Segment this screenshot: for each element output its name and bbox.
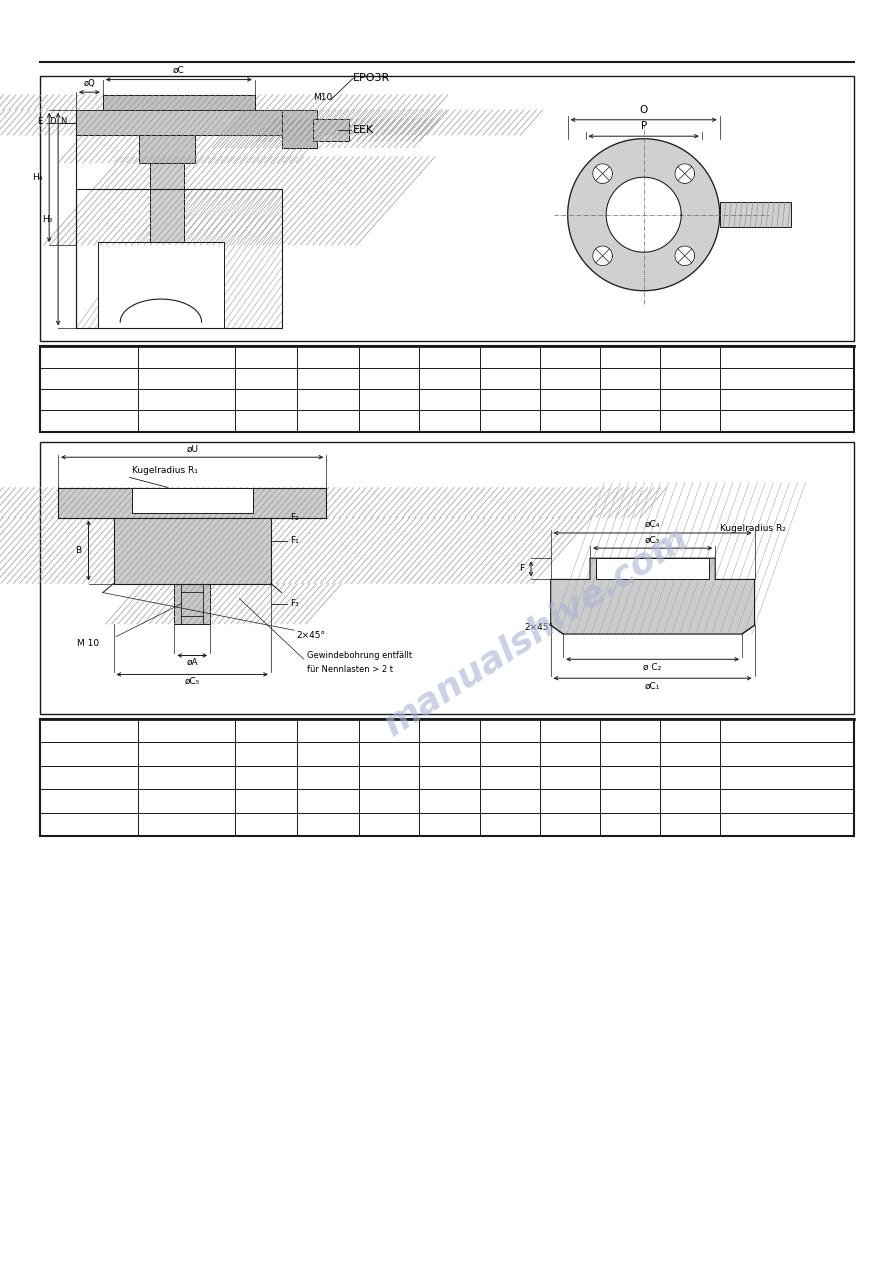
- Bar: [720, 202, 791, 227]
- Text: O: O: [639, 105, 648, 115]
- Polygon shape: [593, 164, 612, 183]
- Bar: [76, 110, 282, 135]
- Text: H₃: H₃: [42, 215, 53, 224]
- Text: øC₁: øC₁: [645, 682, 661, 691]
- Bar: [40, 719, 854, 836]
- Text: 2×45°: 2×45°: [296, 632, 325, 640]
- Text: Kugelradius R₂: Kugelradius R₂: [720, 524, 786, 533]
- Bar: [76, 189, 282, 328]
- Bar: [131, 488, 252, 513]
- Text: für Nennlasten > 2 t: für Nennlasten > 2 t: [307, 664, 392, 674]
- Bar: [596, 558, 709, 580]
- Text: F₁: F₁: [290, 536, 299, 546]
- Text: EEK: EEK: [353, 125, 375, 135]
- Bar: [40, 76, 854, 341]
- Polygon shape: [675, 246, 695, 265]
- Bar: [150, 157, 184, 245]
- Text: øA: øA: [186, 658, 198, 667]
- Text: F₂: F₂: [290, 513, 299, 522]
- Text: Kugelradius R₁: Kugelradius R₁: [132, 466, 198, 475]
- Polygon shape: [568, 139, 720, 290]
- Text: øC₃: øC₃: [645, 536, 661, 544]
- Polygon shape: [675, 164, 695, 183]
- Text: P: P: [641, 121, 646, 131]
- Text: M10: M10: [313, 93, 333, 102]
- Text: F₃: F₃: [290, 599, 299, 609]
- Polygon shape: [551, 558, 755, 634]
- Text: øQ: øQ: [83, 80, 96, 88]
- Bar: [139, 135, 195, 163]
- Text: F: F: [519, 565, 524, 573]
- Text: E: E: [38, 116, 43, 126]
- Text: Gewindebohrung entfällt: Gewindebohrung entfällt: [307, 650, 412, 661]
- Bar: [313, 119, 349, 141]
- Text: øC₅: øC₅: [184, 677, 200, 686]
- Text: ø C₂: ø C₂: [644, 663, 662, 672]
- Bar: [98, 242, 224, 328]
- Text: øC: øC: [173, 66, 185, 75]
- Text: manualshive.com: manualshive.com: [378, 520, 695, 743]
- Text: M 10: M 10: [77, 639, 98, 648]
- Bar: [58, 488, 326, 518]
- Bar: [282, 110, 317, 148]
- Text: D: D: [49, 116, 56, 126]
- Bar: [174, 584, 210, 624]
- Bar: [103, 95, 255, 110]
- Polygon shape: [593, 246, 612, 265]
- Text: B: B: [75, 546, 81, 554]
- Text: EPO3R: EPO3R: [353, 73, 391, 83]
- Text: øU: øU: [186, 445, 198, 453]
- Bar: [40, 346, 854, 432]
- Text: øC₄: øC₄: [645, 520, 661, 529]
- Text: N: N: [60, 116, 67, 126]
- Polygon shape: [606, 177, 681, 253]
- Text: 2×45°: 2×45°: [524, 623, 552, 633]
- Text: H₄: H₄: [31, 173, 42, 182]
- Bar: [114, 518, 271, 584]
- Bar: [40, 442, 854, 714]
